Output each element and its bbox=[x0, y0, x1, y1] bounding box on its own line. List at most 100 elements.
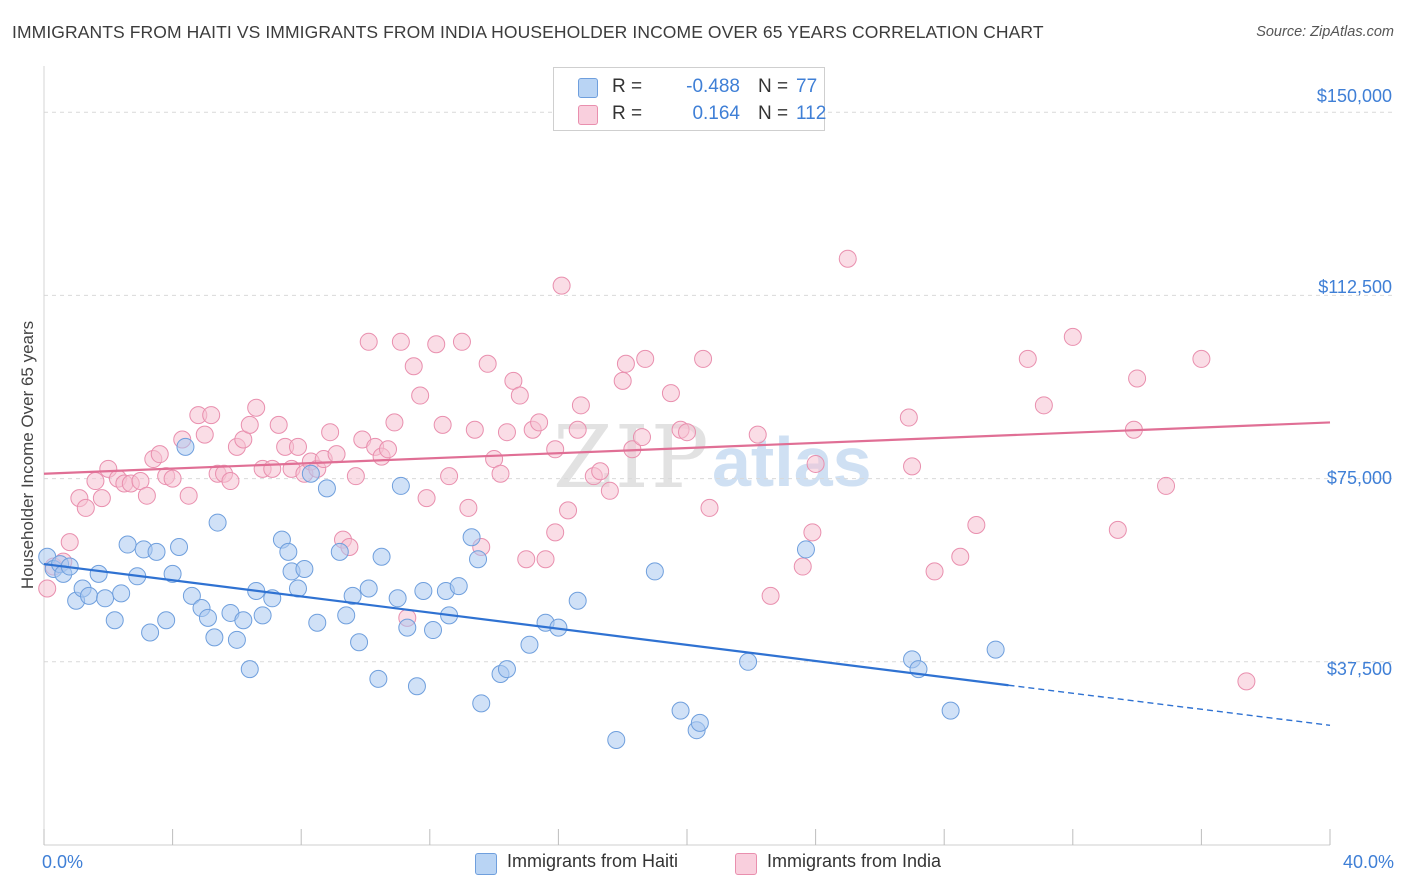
haiti-point bbox=[671, 701, 690, 720]
legend-r-value: 0.164 bbox=[692, 103, 740, 124]
haiti-point bbox=[234, 611, 253, 630]
haiti-point bbox=[469, 550, 488, 569]
india-point bbox=[1108, 520, 1127, 539]
india-point bbox=[1192, 349, 1211, 368]
india-point bbox=[1018, 349, 1037, 368]
india-point bbox=[379, 440, 398, 459]
india-point bbox=[793, 557, 812, 576]
haiti-point bbox=[80, 586, 99, 605]
haiti-point bbox=[497, 660, 516, 679]
india-point bbox=[613, 371, 632, 390]
haiti-point bbox=[449, 577, 468, 596]
haiti-point bbox=[301, 464, 320, 483]
haiti-point bbox=[690, 713, 709, 732]
haiti-point bbox=[182, 586, 201, 605]
legend-n-label: N = bbox=[758, 103, 789, 124]
haiti-point bbox=[462, 528, 481, 547]
haiti-trend-extension bbox=[1008, 684, 1331, 727]
x-tick-label-max: 40.0% bbox=[1342, 852, 1394, 872]
india-point bbox=[321, 423, 340, 442]
haiti-point bbox=[105, 611, 124, 630]
bottom-legend-swatch-haiti bbox=[475, 853, 497, 875]
haiti-point bbox=[118, 535, 137, 554]
haiti-point bbox=[388, 589, 407, 608]
india-point bbox=[411, 386, 430, 405]
india-point bbox=[571, 396, 590, 415]
india-point bbox=[530, 413, 549, 432]
haiti-point bbox=[208, 513, 227, 532]
haiti-point bbox=[607, 730, 626, 749]
trend-lines bbox=[43, 421, 1331, 727]
haiti-point bbox=[240, 660, 259, 679]
india-point bbox=[700, 498, 719, 517]
legend-r-label: R = bbox=[612, 103, 643, 124]
haiti-point bbox=[227, 630, 246, 649]
india-point bbox=[417, 489, 436, 508]
india-point bbox=[1157, 476, 1176, 495]
india-point bbox=[546, 440, 565, 459]
haiti-point bbox=[163, 564, 182, 583]
haiti-point bbox=[520, 635, 539, 654]
haiti-point bbox=[89, 564, 108, 583]
india-point bbox=[92, 489, 111, 508]
haiti-point bbox=[176, 437, 195, 456]
india-point bbox=[1237, 672, 1256, 691]
india-point bbox=[221, 472, 240, 491]
india-point bbox=[967, 516, 986, 535]
india-point bbox=[346, 467, 365, 486]
watermark-atlas: atlas bbox=[712, 423, 872, 501]
india-point bbox=[440, 467, 459, 486]
haiti-point bbox=[796, 540, 815, 559]
haiti-point bbox=[391, 476, 410, 495]
india-point bbox=[269, 415, 288, 434]
india-point bbox=[517, 550, 536, 569]
india-point bbox=[137, 486, 156, 505]
haiti-point bbox=[407, 677, 426, 696]
india-point bbox=[86, 472, 105, 491]
haiti-point bbox=[141, 623, 160, 642]
gridlines bbox=[44, 111, 1395, 663]
india-point bbox=[491, 464, 510, 483]
india-point bbox=[76, 498, 95, 517]
haiti-point bbox=[279, 542, 298, 561]
india-point bbox=[761, 586, 780, 605]
haiti-points bbox=[38, 437, 1005, 749]
india-point bbox=[359, 332, 378, 351]
india-point bbox=[546, 523, 565, 542]
india-point bbox=[661, 384, 680, 403]
india-point bbox=[327, 445, 346, 464]
india-point bbox=[240, 415, 259, 434]
india-points bbox=[38, 249, 1256, 691]
haiti-point bbox=[424, 621, 443, 640]
india-point bbox=[925, 562, 944, 581]
haiti-point bbox=[96, 589, 115, 608]
india-point bbox=[60, 533, 79, 552]
haiti-point bbox=[170, 537, 189, 556]
haiti-point bbox=[147, 542, 166, 561]
y-tick-label-37500: $37,500 bbox=[1326, 659, 1392, 679]
india-point bbox=[951, 547, 970, 566]
india-point bbox=[427, 335, 446, 354]
india-point bbox=[459, 498, 478, 517]
india-point bbox=[1063, 327, 1082, 346]
india-point bbox=[568, 420, 587, 439]
haiti-point bbox=[317, 479, 336, 498]
haiti-point bbox=[645, 562, 664, 581]
haiti-point bbox=[372, 547, 391, 566]
haiti-point bbox=[112, 584, 131, 603]
legend-n-label: N = bbox=[758, 76, 789, 97]
india-point bbox=[478, 354, 497, 373]
haiti-point bbox=[359, 579, 378, 598]
india-point bbox=[179, 486, 198, 505]
india-point bbox=[600, 481, 619, 500]
india-point bbox=[803, 523, 822, 542]
india-point bbox=[616, 354, 635, 373]
india-point bbox=[559, 501, 578, 520]
india-point bbox=[636, 349, 655, 368]
india-point bbox=[838, 249, 857, 268]
bottom-legend-swatch-india bbox=[735, 853, 757, 875]
india-point bbox=[536, 550, 555, 569]
india-point bbox=[899, 408, 918, 427]
india-point bbox=[497, 423, 516, 442]
